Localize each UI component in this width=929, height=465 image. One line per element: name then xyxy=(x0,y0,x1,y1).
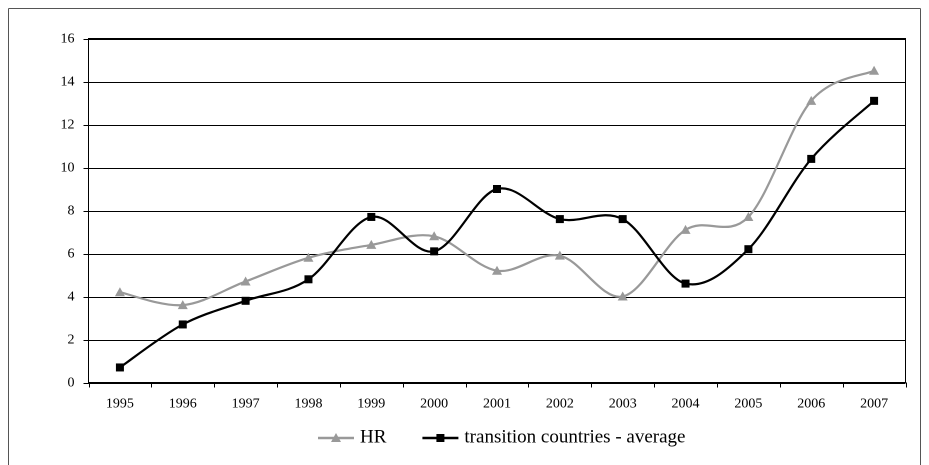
marker xyxy=(429,231,440,241)
x-tick-label: 2004 xyxy=(672,397,700,412)
x-tick-label: 1996 xyxy=(169,397,197,412)
marker xyxy=(680,224,691,234)
marker xyxy=(366,239,377,249)
marker xyxy=(869,65,880,75)
marker xyxy=(555,215,564,224)
legend-marker xyxy=(436,434,445,442)
marker xyxy=(241,296,250,305)
marker xyxy=(114,287,125,297)
y-tick-label: 16 xyxy=(61,32,75,47)
marker xyxy=(618,215,627,224)
x-tick-label: 2007 xyxy=(860,397,888,412)
y-tick-label: 6 xyxy=(68,247,75,262)
marker xyxy=(115,363,124,372)
marker xyxy=(492,265,502,275)
series-line xyxy=(119,100,875,369)
x-tick-label: 1998 xyxy=(294,397,322,412)
marker xyxy=(554,250,565,260)
x-tick-label: 2003 xyxy=(609,397,637,412)
x-tick-label: 2002 xyxy=(546,397,574,412)
x-tick-label: 2006 xyxy=(797,397,825,412)
marker xyxy=(870,96,879,105)
marker xyxy=(303,252,314,262)
legend-label: transition countries - average xyxy=(464,426,685,447)
marker xyxy=(430,247,439,256)
x-tick-label: 2000 xyxy=(420,397,448,412)
x-tick-label: 2005 xyxy=(734,397,762,412)
marker xyxy=(807,154,816,163)
x-tick-label: 1999 xyxy=(357,397,385,412)
y-tick-label: 4 xyxy=(68,290,75,305)
y-tick-label: 0 xyxy=(68,376,75,391)
x-tick-label: 1997 xyxy=(232,397,260,412)
y-tick-label: 14 xyxy=(61,75,75,90)
plot xyxy=(114,65,880,372)
marker xyxy=(681,279,690,288)
marker xyxy=(367,212,376,221)
marker xyxy=(304,275,313,284)
plot-area xyxy=(88,38,906,383)
x-tick-label: 1995 xyxy=(106,397,134,412)
grid: 0 2 4 6 8 10 12 14 16 1995 1996 1997 1998 1999 2000 200… xyxy=(61,32,907,412)
y-tick-label: 8 xyxy=(68,204,75,219)
legend-label: HR xyxy=(360,426,387,447)
legend: HR transition countries - average xyxy=(318,426,685,447)
marker xyxy=(806,95,817,105)
marker xyxy=(744,245,753,254)
marker xyxy=(240,276,251,286)
y-tick-label: 12 xyxy=(61,118,75,133)
marker xyxy=(178,320,187,329)
marker xyxy=(177,300,188,310)
marker xyxy=(493,185,501,193)
y-tick-label: 10 xyxy=(61,161,75,176)
y-tick-label: 2 xyxy=(68,333,75,348)
x-tick-label: 2001 xyxy=(483,397,511,412)
marker xyxy=(743,211,754,221)
legend-marker xyxy=(331,433,341,442)
marker xyxy=(617,291,628,301)
